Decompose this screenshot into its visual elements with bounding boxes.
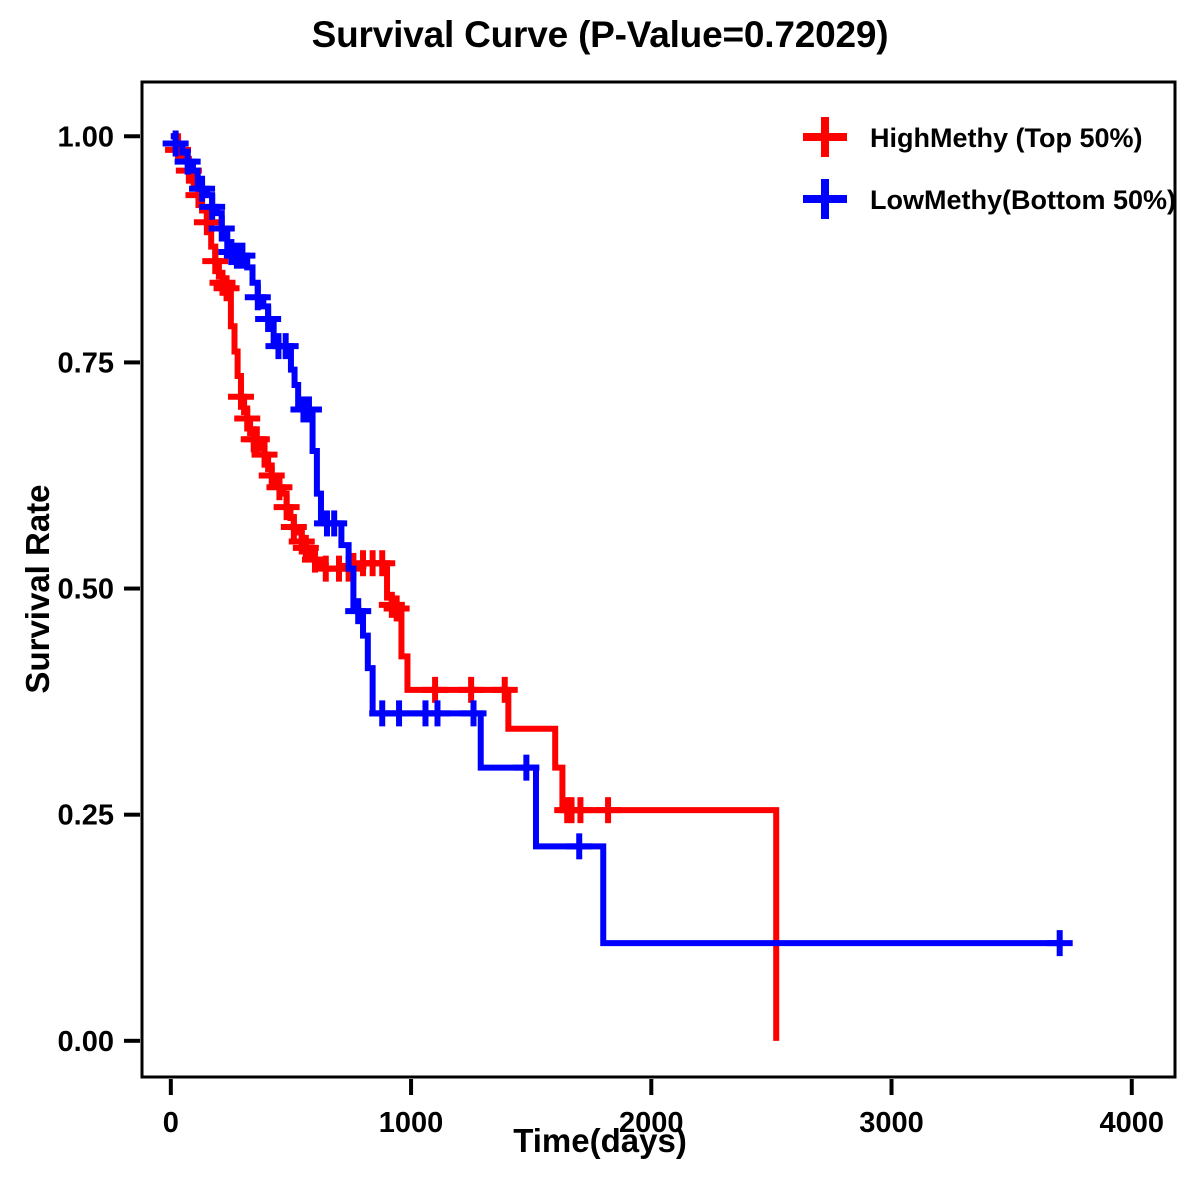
censor-mark xyxy=(234,405,261,432)
y-tick-label: 0.25 xyxy=(58,800,114,832)
legend-item-low-methy: LowMethy(Bottom 50%) xyxy=(803,179,1176,219)
y-tick-label: 0.00 xyxy=(58,1026,114,1058)
plot-frame xyxy=(140,80,1177,1079)
censor-mark xyxy=(162,130,189,157)
axis-ticks: 0 1000 2000 3000 4000 0.00 0.25 0.50 0.75 1.00 xyxy=(58,121,1164,1139)
page-title: Survival Curve (P-Value=0.72029) xyxy=(311,14,889,55)
y-tick-label: 0.50 xyxy=(58,574,114,606)
censor-mark xyxy=(213,275,240,302)
censor-mark xyxy=(280,514,307,541)
censor-mark xyxy=(321,510,348,537)
chart-legend: HighMethy (Top 50%) LowMethy(Bottom 50%) xyxy=(803,117,1176,219)
censor-mark xyxy=(422,676,449,703)
censor-mark xyxy=(273,494,300,521)
censor-mark xyxy=(272,333,299,360)
censor-mark xyxy=(295,396,322,423)
censor-mark xyxy=(383,595,410,622)
x-tick-label: 3000 xyxy=(859,1107,924,1139)
censor-mark xyxy=(378,591,405,618)
censor-mark xyxy=(345,598,372,625)
censor-mark xyxy=(255,305,282,332)
censor-mark xyxy=(208,215,235,242)
censor-mark xyxy=(1046,930,1073,957)
censor-mark xyxy=(369,550,396,577)
censor-mark xyxy=(199,193,226,220)
censor-mark xyxy=(424,700,451,727)
censor-mark xyxy=(386,700,413,727)
censor-mark xyxy=(193,209,220,236)
y-tick-label: 1.00 xyxy=(58,121,114,153)
legend-label: LowMethy(Bottom 50%) xyxy=(870,185,1176,215)
censor-mark xyxy=(566,833,593,860)
censor-mark xyxy=(595,797,622,824)
censor-mark xyxy=(209,269,236,296)
censor-mark xyxy=(513,754,540,781)
x-axis-label: Time(days) xyxy=(513,1122,687,1159)
censor-mark xyxy=(227,383,254,410)
censor-mark xyxy=(266,474,293,501)
x-tick-label: 2000 xyxy=(619,1107,684,1139)
survival-curves xyxy=(162,130,1073,1041)
x-tick-label: 0 xyxy=(163,1107,179,1139)
legend-label: HighMethy (Top 50%) xyxy=(870,123,1143,153)
censor-mark xyxy=(189,175,216,202)
censor-mark xyxy=(460,700,487,727)
censor-mark xyxy=(244,284,271,311)
legend-item-high-methy: HighMethy (Top 50%) xyxy=(803,117,1143,157)
censor-mark xyxy=(229,242,256,269)
x-tick-label: 1000 xyxy=(379,1107,444,1139)
plot-border xyxy=(140,80,1177,1079)
censor-mark xyxy=(567,797,594,824)
censor-mark xyxy=(202,248,229,275)
censor-mark xyxy=(243,426,270,453)
y-tick-label: 0.75 xyxy=(58,347,114,379)
censor-mark xyxy=(491,676,518,703)
survival-step-line-high-methy xyxy=(170,133,780,1041)
censor-mark xyxy=(458,676,485,703)
x-tick-label: 4000 xyxy=(1100,1107,1165,1139)
censor-mark xyxy=(174,148,201,175)
censor-mark xyxy=(251,441,278,468)
